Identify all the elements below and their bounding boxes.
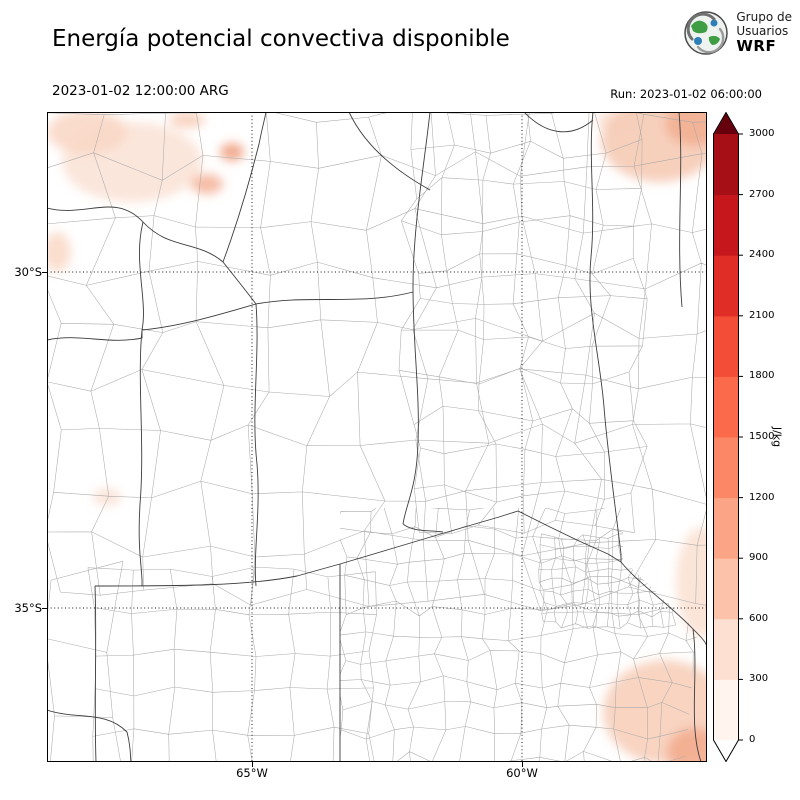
logo-text: Grupo de Usuarios WRF [736,10,792,56]
department-boundaries [47,560,124,762]
logo-line-2: Usuarios [736,23,789,38]
page-title: Energía potencial convectiva disponible [52,26,510,52]
colorbar-segment [714,497,738,559]
run-time-label: Run: 2023-01-02 06:00:00 [610,87,762,101]
latlon-gridlines [47,112,707,762]
colorbar-scale [713,112,743,762]
cape-patch [665,112,707,146]
colorbar-segment [714,679,738,741]
colorbar-extend-arrow [714,113,738,134]
colorbar-tick-label: 1800 [749,370,775,381]
cape-patch [47,112,127,154]
colorbar-unit-label: J/kg [770,426,784,448]
lat-tick-35s: 35°S [14,601,42,615]
logo-line-1: Grupo de [736,10,792,25]
lat-tick-30s: 30°S [14,265,42,279]
colorbar-tick-label: 3000 [749,128,775,139]
department-boundaries [340,508,697,762]
colorbar-segment [714,255,738,317]
colorbar-segment [714,194,738,256]
map-area [47,112,707,762]
bottom-axis-tick [522,762,523,767]
colorbar-segment [714,376,738,438]
department-boundaries [398,112,648,534]
colorbar-tick-label: 1500 [749,431,775,442]
cape-shaded-field [47,112,707,762]
cape-patch [47,232,71,272]
colorbar-extend-arrow [714,740,738,761]
buenos-aires-dense-mesh [340,508,697,762]
department-boundary-mesh [47,112,707,762]
cape-patch [169,112,205,128]
cape-patch [220,143,244,161]
cape-patch [667,728,707,762]
bottom-axis-tick [252,762,253,767]
colorbar-tick-label: 2400 [749,249,775,260]
logo-line-3: WRF [736,37,777,56]
colorbar-tick-label: 2100 [749,310,775,321]
valid-time-label: 2023-01-02 12:00:00 ARG [52,83,229,99]
colorbar-segment [714,315,738,377]
left-axis-tick [42,272,47,273]
lon-tick-60w: 60°W [506,766,538,780]
colorbar-tick-label: 900 [749,552,769,563]
cape-patch [676,527,707,637]
wrf-logo: Grupo de Usuarios WRF [683,10,792,56]
lon-tick-65w: 65°W [236,766,268,780]
cape-map [47,112,707,762]
colorbar-tick-label: 1200 [749,492,775,503]
department-boundaries [87,566,377,762]
left-axis-tick [42,608,47,609]
map-frame [47,112,707,762]
colorbar-tick-label: 300 [749,673,769,684]
colorbar-tick-label: 0 [749,734,756,745]
colorbar-segment [714,618,738,680]
department-boundaries [538,533,677,629]
colorbar-segment [714,437,738,499]
cape-patch [191,174,223,194]
cape-patch [93,488,121,506]
colorbar: 3000 2700 2400 2100 1800 1500 1200 900 600 300 0 [713,112,800,762]
colorbar-tick-label: 600 [749,613,769,624]
department-boundaries [47,112,707,611]
province-boundaries [47,112,707,762]
colorbar-tick-label: 2700 [749,189,775,200]
globe-icon [684,11,729,55]
colorbar-segment [714,558,738,620]
colorbar-segment [714,134,738,196]
